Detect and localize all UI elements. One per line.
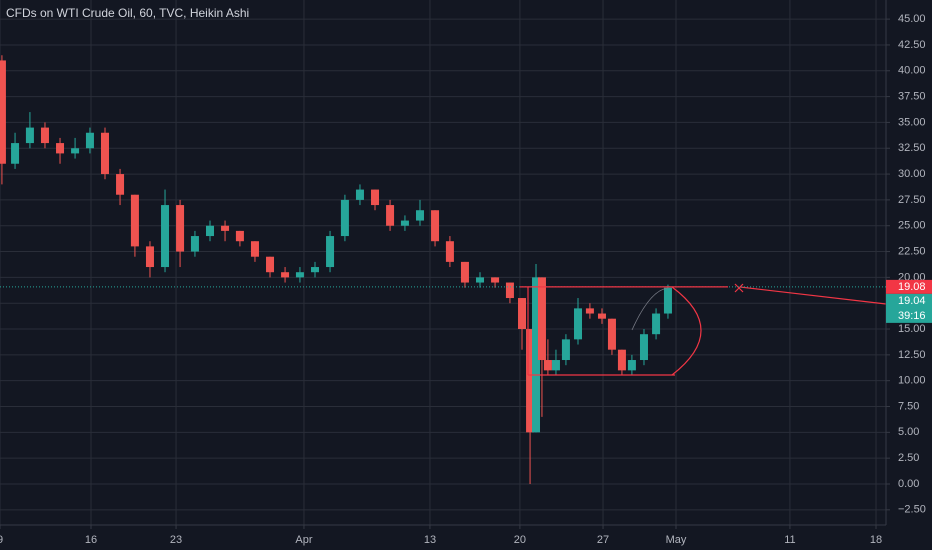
candle-body [627,360,636,371]
chart-title: CFDs on WTI Crude Oil, 60, TVC, Heikin A… [6,6,249,20]
candle-body [526,329,535,433]
candle-body [326,236,335,268]
y-tick-label: 7.50 [898,400,919,412]
candle-body [295,272,304,278]
candle-body [537,277,546,361]
candle-body [161,205,170,268]
last-price-box [886,293,932,323]
x-tick-label: Apr [295,534,312,546]
candle-body [371,189,380,206]
y-tick-label: 15.00 [898,323,926,335]
candle-body [617,349,626,371]
candle-body [56,143,65,154]
axes: 45.00 42.50 40.00 37.50 35.00 32.50 30.00 27.50… [0,13,932,546]
candles [0,55,672,484]
x-tick-label: 11 [784,534,795,546]
candle-body [607,318,616,350]
candle-body [0,60,6,164]
x-tick-label: 9 [0,534,3,546]
candle-body [40,127,49,144]
y-tick-label: 45.00 [898,13,926,25]
y-tick-label: 0.00 [898,478,919,490]
candle-body [652,313,661,335]
x-tick-label: 16 [85,534,97,546]
candle-body [130,194,139,247]
candle-body [116,174,125,195]
x-tick-label: May [666,534,687,546]
candle-body [400,220,409,226]
candle-body [597,313,606,319]
y-tick-label: 10.00 [898,375,926,387]
y-tick-label: 40.00 [898,65,926,77]
y-tick-label: 12.50 [898,349,926,361]
candle-body [25,127,34,144]
trend-line [739,286,887,305]
y-tick-label: 42.50 [898,39,926,51]
candle-body [176,205,185,252]
candle-body [460,261,469,283]
candle-body [543,360,552,371]
alert-price-box [886,279,932,294]
cross-marker [734,283,744,293]
drawings [527,283,887,376]
candle-body [639,334,648,361]
last-price-label: 19.04 [898,295,926,307]
candle-body [561,339,570,361]
candle-body [11,143,20,164]
candle-body [415,210,424,221]
candle-body [386,205,395,226]
candle-body [505,282,514,299]
countdown-label: 39:16 [898,310,926,322]
candle-body [574,308,583,340]
candle-body [310,267,319,273]
candle-body [476,277,485,283]
y-tick-label: 2.50 [898,452,919,464]
candle-body [190,236,199,252]
candle-body [71,148,80,154]
candle-body [445,241,454,262]
candle-body [85,132,94,149]
candle-body [518,298,527,330]
y-tick-label: 35.00 [898,116,926,128]
candle-body [205,225,214,237]
candle-body [431,210,440,242]
candle-body [145,246,154,268]
y-tick-label: 37.50 [898,90,926,102]
y-tick-label: 27.50 [898,194,926,206]
candle-body [551,360,560,371]
y-tick-label: 22.50 [898,245,926,257]
candle-body [355,189,364,200]
candle-body [585,308,594,314]
x-tick-label: 27 [597,534,609,546]
grid [0,0,886,525]
candle-body [266,256,275,273]
candle-body [491,277,500,283]
y-tick-label: 5.00 [898,426,919,438]
y-tick-label: 32.50 [898,142,926,154]
y-tick-label: 30.00 [898,168,926,180]
y-tick-label: 25.00 [898,220,926,232]
x-tick-label: 23 [170,534,182,546]
x-tick-label: 20 [514,534,526,546]
alert-price-label: 19.08 [898,281,926,293]
curve [631,287,669,331]
arc [671,286,702,376]
candle-body [281,272,290,278]
candle-body [340,199,349,237]
candle-body [221,225,230,231]
y-tick-label: −2.50 [898,504,926,516]
candle-body [663,287,672,314]
x-tick-label: 18 [870,534,882,546]
candle-body [532,277,541,433]
candle-body [235,230,244,242]
candle-body [250,241,259,257]
x-tick-label: 13 [424,534,436,546]
candle-body [100,132,109,175]
